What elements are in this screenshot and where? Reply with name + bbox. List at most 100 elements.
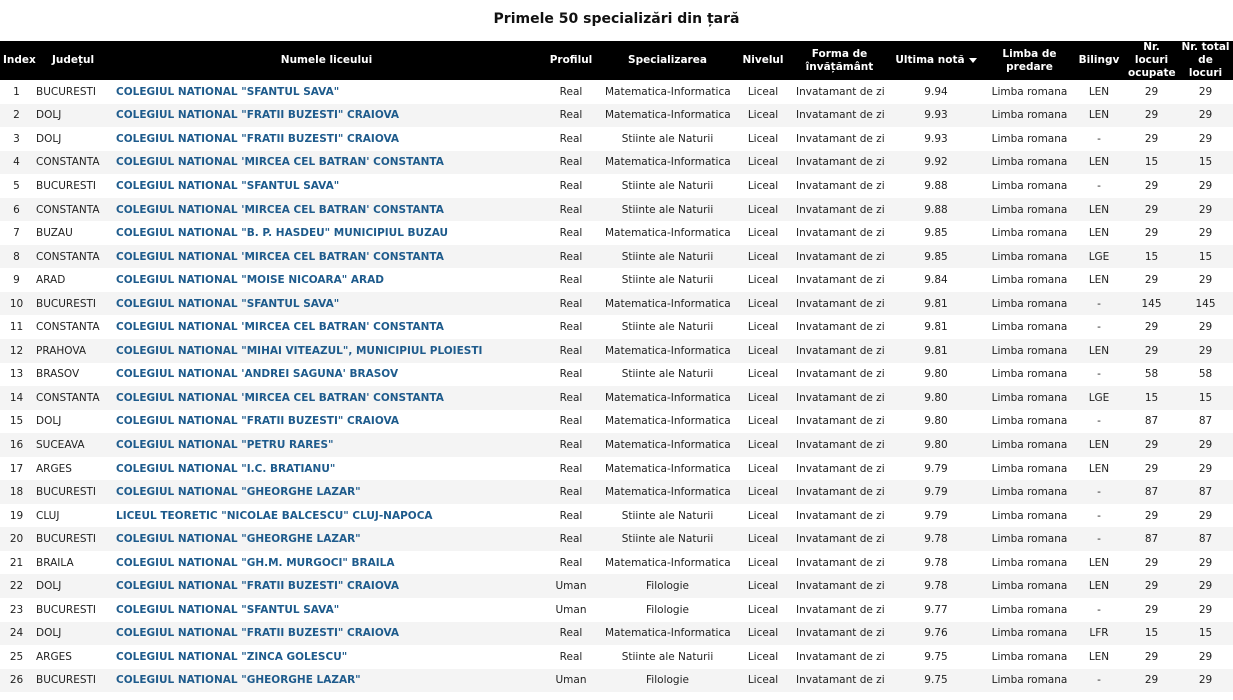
table-cell: 29 <box>1178 197 1233 222</box>
page-title: Primele 50 specializări din țară <box>493 11 740 27</box>
table-cell: Limba romana <box>986 668 1073 693</box>
school-link[interactable]: COLEGIUL NATIONAL "FRATII BUZESTI" CRAIO… <box>113 621 540 646</box>
table-cell: 29 <box>1198 556 1213 569</box>
table-cell: Real <box>559 556 583 569</box>
table-cell: 145 <box>1125 291 1178 316</box>
table-cell: Stiinte ale Naturii <box>621 179 714 192</box>
table-cell: 7 <box>13 227 20 240</box>
table-cell: Real <box>559 227 583 240</box>
table-cell: Invatamant de zi <box>793 244 886 269</box>
table-cell: Liceal <box>733 197 793 222</box>
table-cell: 15 <box>1125 244 1178 269</box>
table-cell: 1 <box>13 85 20 98</box>
table-cell: CONSTANTA <box>33 197 113 222</box>
table-cell: 29 <box>1198 179 1213 192</box>
table-cell: Invatamant de zi <box>793 433 886 457</box>
table-cell: Real <box>559 415 583 428</box>
school-link[interactable]: COLEGIUL NATIONAL "GHEORGHE LAZAR" <box>113 480 540 504</box>
table-cell: Liceal <box>733 574 793 599</box>
table-cell: Matematica-Informatica <box>605 85 731 98</box>
school-link[interactable]: COLEGIUL NATIONAL "GHEORGHE LAZAR" <box>113 668 540 693</box>
table-row: 14 CONSTANTA COLEGIUL NATIONAL 'MIRCEA CEL… <box>0 386 1233 410</box>
table-cell: Liceal <box>733 621 793 646</box>
column-header: Bilingv <box>1073 41 1125 80</box>
school-link[interactable]: COLEGIUL NATIONAL "MOISE NICOARA" ARAD <box>116 274 384 287</box>
school-link[interactable]: COLEGIUL NATIONAL "I.C. BRATIANU" <box>116 462 336 475</box>
school-link[interactable]: COLEGIUL NATIONAL "SFANTUL SAVA" <box>116 179 340 192</box>
table-cell: 29 <box>1198 509 1213 522</box>
table-cell: - <box>1097 509 1101 522</box>
school-link[interactable]: COLEGIUL NATIONAL "B. P. HASDEU" MUNICIP… <box>116 227 449 240</box>
table-cell: Liceal <box>747 415 779 428</box>
school-link[interactable]: COLEGIUL NATIONAL "SFANTUL SAVA" <box>113 291 540 316</box>
table-cell: Limba romana <box>991 650 1068 663</box>
table-cell: Limba romana <box>991 368 1068 381</box>
school-link[interactable]: COLEGIUL NATIONAL "SFANTUL SAVA" <box>116 603 340 616</box>
table-cell: BUCURESTI <box>33 480 113 504</box>
column-header[interactable]: Ultima notă <box>886 41 986 80</box>
table-cell: BUCURESTI <box>33 291 113 316</box>
column-header: Profilul <box>540 41 602 80</box>
school-link[interactable]: COLEGIUL NATIONAL "GH.M. MURGOCI" BRAILA <box>116 556 395 569</box>
table-cell: Real <box>540 433 602 457</box>
table-cell: Invatamant de zi <box>796 462 885 475</box>
table-cell: Limba romana <box>986 150 1073 175</box>
table-cell: 15 <box>1178 150 1233 175</box>
table-cell: 29 <box>1144 274 1159 287</box>
school-link[interactable]: COLEGIUL NATIONAL 'MIRCEA CEL BATRAN' CO… <box>113 197 540 222</box>
column-header: Județul <box>33 41 113 80</box>
table-row: 4 CONSTANTA COLEGIUL NATIONAL 'MIRCEA CEL … <box>0 150 1233 175</box>
table-cell: 15 <box>1125 150 1178 175</box>
table-cell: Matematica-Informatica <box>605 556 731 569</box>
table-cell: Liceal <box>733 480 793 504</box>
table-cell: Invatamant de zi <box>793 150 886 175</box>
table-cell: Limba romana <box>986 433 1073 457</box>
table-cell: Limba romana <box>986 621 1073 646</box>
table-cell: 22 <box>0 574 33 599</box>
table-cell: 29 <box>1144 509 1159 522</box>
school-link[interactable]: COLEGIUL NATIONAL "FRATII BUZESTI" CRAIO… <box>116 415 399 428</box>
school-link[interactable]: LICEUL TEORETIC "NICOLAE BALCESCU" CLUJ-… <box>116 509 433 522</box>
table-cell: 11 <box>9 321 24 334</box>
table-row: 25 ARGES COLEGIUL NATIONAL "ZINCA GOLESCU"… <box>0 645 1233 669</box>
school-link[interactable]: COLEGIUL NATIONAL 'MIRCEA CEL BATRAN' CO… <box>113 150 540 175</box>
table-cell: Invatamant de zi <box>793 339 886 363</box>
school-link[interactable]: COLEGIUL NATIONAL 'MIRCEA CEL BATRAN' CO… <box>113 386 540 410</box>
table-cell: Liceal <box>747 132 779 145</box>
table-cell: 58 <box>1144 368 1159 381</box>
school-link[interactable]: COLEGIUL NATIONAL "SFANTUL SAVA" <box>116 85 340 98</box>
school-link[interactable]: COLEGIUL NATIONAL "FRATII BUZESTI" CRAIO… <box>113 103 540 128</box>
table-cell: 9.79 <box>924 509 948 522</box>
table-cell: BUCURESTI <box>36 603 97 616</box>
school-link[interactable]: COLEGIUL NATIONAL "GHEORGHE LAZAR" <box>113 527 540 551</box>
table-cell: Uman <box>540 574 602 599</box>
table-cell: LEN <box>1088 85 1110 98</box>
school-link[interactable]: COLEGIUL NATIONAL "FRATII BUZESTI" CRAIO… <box>116 132 399 145</box>
table-cell: 3 <box>13 132 20 145</box>
table-cell: 87 <box>1178 527 1233 551</box>
school-link[interactable]: COLEGIUL NATIONAL 'MIRCEA CEL BATRAN' CO… <box>113 244 540 269</box>
school-link[interactable]: COLEGIUL NATIONAL "FRATII BUZESTI" CRAIO… <box>113 574 540 599</box>
table-cell: 15 <box>1178 386 1233 410</box>
school-link[interactable]: COLEGIUL NATIONAL 'ANDREI SAGUNA' BRASOV <box>116 368 399 381</box>
table-cell: Real <box>540 291 602 316</box>
school-link[interactable]: COLEGIUL NATIONAL "PETRU RARES" <box>113 433 540 457</box>
school-link[interactable]: COLEGIUL NATIONAL "ZINCA GOLESCU" <box>116 650 348 663</box>
school-link[interactable]: COLEGIUL NATIONAL 'MIRCEA CEL BATRAN' CO… <box>116 321 444 334</box>
table-row: 3 DOLJ COLEGIUL NATIONAL "FRATII BUZESTI" … <box>0 127 1233 151</box>
table-cell: Liceal <box>733 103 793 128</box>
table-row: 21 BRAILA COLEGIUL NATIONAL "GH.M. MURGOCI… <box>0 551 1233 575</box>
table-cell: 29 <box>1144 132 1159 145</box>
column-header: Index <box>0 41 36 80</box>
table-cell: Matematica-Informatica <box>602 386 733 410</box>
table-cell: 29 <box>1178 433 1233 457</box>
table-cell: 29 <box>1144 85 1159 98</box>
school-link[interactable]: COLEGIUL NATIONAL "MIHAI VITEAZUL", MUNI… <box>113 339 540 363</box>
column-header: Limba de predare <box>986 41 1073 80</box>
table-cell: 9.93 <box>886 103 986 128</box>
table-cell: Liceal <box>747 603 779 616</box>
table-cell: Limba romana <box>986 103 1073 128</box>
sort-arrow[interactable] <box>968 57 977 63</box>
table-cell: 9.78 <box>886 574 986 599</box>
